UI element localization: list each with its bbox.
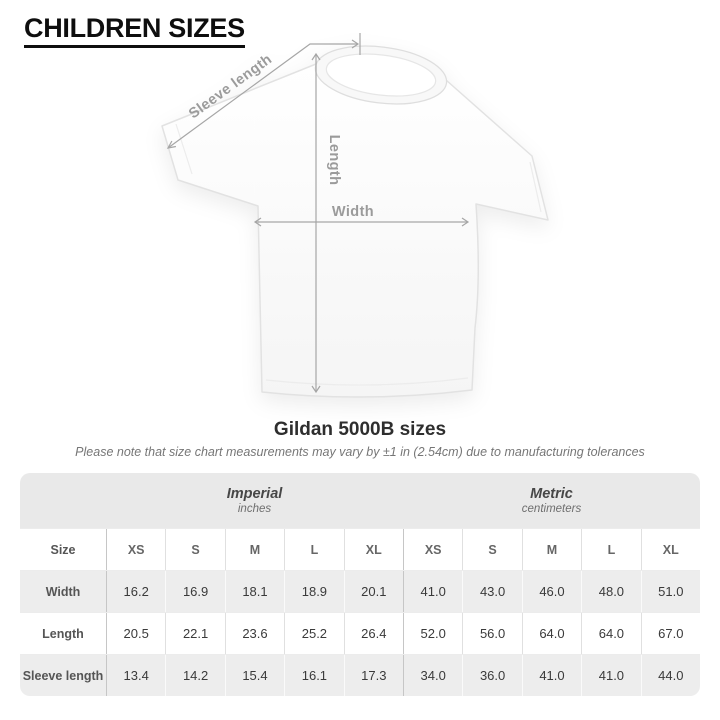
- width-label: Width: [332, 204, 374, 220]
- size-header-cell: L: [284, 529, 343, 570]
- size-table: Imperial inches Metric centimeters Size …: [20, 473, 700, 696]
- size-header-cell: S: [462, 529, 521, 570]
- size-header-cell: M: [224, 529, 284, 570]
- length-label: Length: [326, 135, 342, 186]
- size-header-cell: XS: [106, 529, 165, 570]
- imperial-subtitle: inches: [237, 503, 272, 515]
- chart-title: Gildan 5000B sizes: [273, 419, 447, 440]
- value-cell: 41.0: [403, 571, 462, 612]
- table-row-sleeve-length: Sleeve length 13.4 14.2 15.4 16.1 17.3 3…: [20, 654, 700, 696]
- imperial-title: Imperial: [226, 486, 283, 502]
- value-cell: 20.5: [106, 613, 165, 654]
- size-column-spacer: [20, 473, 106, 528]
- value-cell: 22.1: [165, 613, 224, 654]
- value-cell: 16.1: [284, 655, 343, 696]
- row-label: Width: [45, 584, 81, 599]
- value-cell: 46.0: [521, 571, 581, 612]
- hem-stitch: [265, 377, 469, 386]
- value-cell: 17.3: [343, 655, 403, 696]
- value-cell: 20.1: [343, 571, 403, 612]
- right-cuff-seam: [529, 161, 542, 213]
- value-cell: 56.0: [462, 613, 521, 654]
- size-header-cell: S: [165, 529, 224, 570]
- width-arrow: [253, 217, 470, 227]
- table-row-width: Width 16.2 16.9 18.1 18.9 20.1 41.0 43.0…: [20, 570, 700, 612]
- value-cell: 13.4: [106, 655, 165, 696]
- size-header-cell: M: [521, 529, 581, 570]
- value-cell: 64.0: [521, 613, 581, 654]
- page-title: CHILDREN SIZES: [24, 13, 245, 48]
- size-header-cell: XS: [403, 529, 462, 570]
- tshirt-body: [161, 63, 549, 398]
- value-cell: 14.2: [165, 655, 224, 696]
- row-label: Length: [42, 626, 84, 641]
- size-header-cell: L: [581, 529, 640, 570]
- value-cell: 18.1: [224, 571, 284, 612]
- value-cell: 26.4: [343, 613, 403, 654]
- tolerance-note: Please note that size chart measurements…: [75, 445, 645, 459]
- table-row-size-header: Size XS S M L XL XS S M L XL: [20, 528, 700, 570]
- value-cell: 41.0: [581, 655, 640, 696]
- value-cell: 36.0: [462, 655, 521, 696]
- metric-subtitle: centimeters: [521, 503, 582, 515]
- value-cell: 41.0: [521, 655, 581, 696]
- tshirt-measurement-diagram: Sleeve length Length Width: [140, 28, 570, 418]
- left-cuff-seam: [175, 123, 193, 175]
- value-cell: 44.0: [640, 655, 700, 696]
- length-arrow: [311, 52, 321, 394]
- value-cell: 48.0: [581, 571, 640, 612]
- value-cell: 23.6: [224, 613, 284, 654]
- value-cell: 43.0: [462, 571, 521, 612]
- metric-title: Metric: [530, 486, 573, 502]
- tshirt-svg: Sleeve length Length Width: [161, 33, 549, 398]
- size-header-cell: XL: [640, 529, 700, 570]
- imperial-section-header: Imperial inches: [106, 473, 403, 528]
- value-cell: 52.0: [403, 613, 462, 654]
- value-cell: 67.0: [640, 613, 700, 654]
- sleeve-length-arrow: [166, 33, 361, 149]
- table-row-length: Length 20.5 22.1 23.6 25.2 26.4 52.0 56.…: [20, 612, 700, 654]
- size-header-cell: XL: [343, 529, 403, 570]
- row-label: Sleeve length: [22, 668, 104, 683]
- collar-inner: [325, 53, 437, 97]
- value-cell: 16.9: [165, 571, 224, 612]
- metric-section-header: Metric centimeters: [403, 473, 700, 528]
- value-cell: 16.2: [106, 571, 165, 612]
- value-cell: 25.2: [284, 613, 343, 654]
- value-cell: 51.0: [640, 571, 700, 612]
- value-cell: 18.9: [284, 571, 343, 612]
- value-cell: 64.0: [581, 613, 640, 654]
- units-header-row: Imperial inches Metric centimeters: [20, 473, 700, 528]
- row-label: Size: [50, 542, 76, 557]
- value-cell: 34.0: [403, 655, 462, 696]
- value-cell: 15.4: [224, 655, 284, 696]
